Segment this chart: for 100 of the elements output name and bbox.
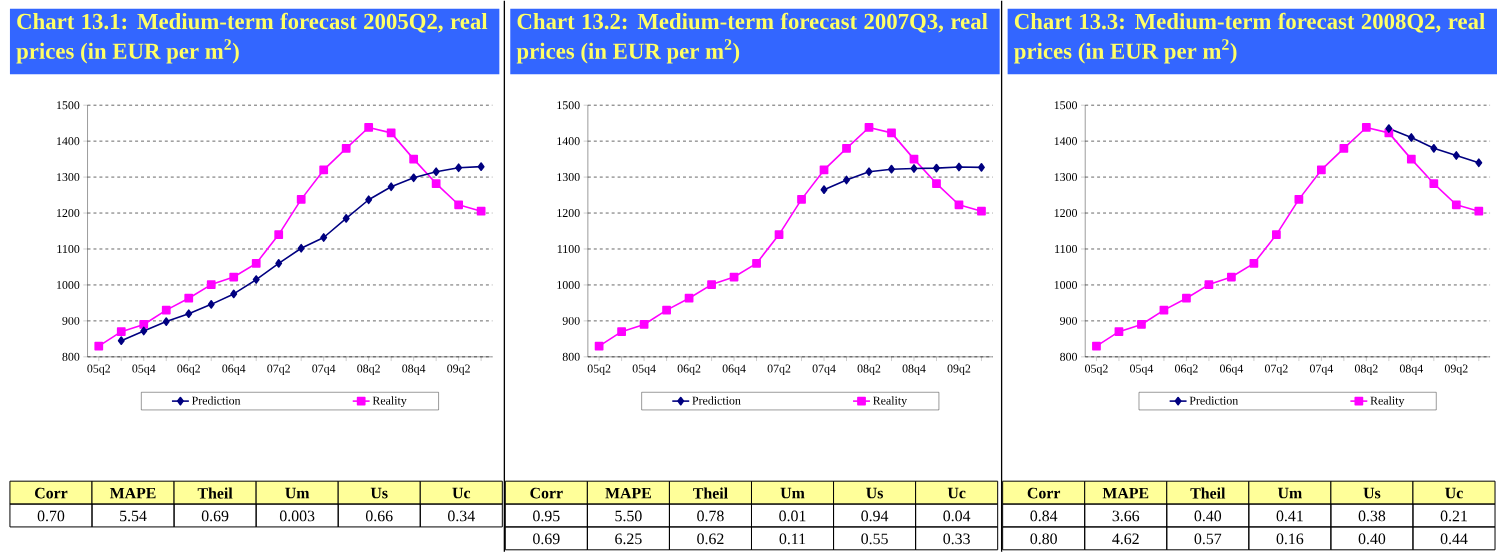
point <box>1407 133 1415 143</box>
legend-label: Prediction <box>692 396 741 405</box>
text: 0.11 <box>779 533 806 545</box>
point <box>185 309 193 319</box>
point <box>639 320 649 330</box>
point <box>910 164 918 174</box>
text: 0.04 <box>943 510 971 522</box>
text: 0.33 <box>943 533 970 545</box>
chart-title: Chart 13.1: Medium-term forecast 2005Q2, real prices (in EUR per m$^{2}$) <box>16 13 488 64</box>
point <box>977 207 986 216</box>
x-tick-label: 07q4 <box>812 364 836 376</box>
point <box>1092 341 1101 351</box>
x-tick-label: 08q2 <box>357 364 380 376</box>
y-tick-label: 1200 <box>1054 209 1078 218</box>
text: 6.25 <box>615 533 642 545</box>
x-tick-label: 06q2 <box>1174 364 1198 376</box>
text: 0.66 <box>365 510 393 522</box>
text: 0.84 <box>1030 510 1058 522</box>
point <box>774 230 784 240</box>
text: 0.94 <box>861 510 889 522</box>
point <box>140 326 148 336</box>
legend-label: Reality <box>1370 396 1405 408</box>
y-tick-label: 1300 <box>557 173 580 182</box>
point <box>843 175 850 185</box>
text: 0.57 <box>1194 533 1222 545</box>
point <box>320 233 328 243</box>
point <box>662 305 671 315</box>
point <box>1114 327 1124 337</box>
point <box>954 200 964 210</box>
chart-title: Chart 13.2: Medium-term forecast 2007Q3, real prices (in EUR per m$^{2}$) <box>516 13 988 64</box>
text: 0.40 <box>1358 533 1386 545</box>
y-tick-label: 1000 <box>1054 281 1078 290</box>
text: MAPE <box>605 488 651 499</box>
text: 0.78 <box>697 510 724 522</box>
point <box>455 163 463 173</box>
point <box>1429 179 1439 189</box>
text: Theil <box>693 487 728 499</box>
point <box>865 167 873 177</box>
y-tick-label: 1200 <box>57 209 80 218</box>
x-tick-label: 06q2 <box>177 364 200 376</box>
point <box>932 163 940 173</box>
y-tick-label: 1100 <box>557 245 580 254</box>
point <box>1451 200 1461 210</box>
point <box>297 244 305 253</box>
text: Theil <box>197 487 233 499</box>
point <box>1452 151 1460 161</box>
point <box>842 144 851 153</box>
text: 5.50 <box>615 510 642 522</box>
y-tick-label: 1000 <box>57 281 80 290</box>
point <box>364 123 374 133</box>
point <box>274 230 284 240</box>
point <box>1204 280 1214 290</box>
point <box>432 167 440 177</box>
y-tick-label: 1500 <box>1054 101 1078 110</box>
y-tick-label: 1000 <box>557 281 580 290</box>
point <box>184 294 194 303</box>
point <box>887 128 896 138</box>
text: 0.69 <box>533 533 560 545</box>
text: Um <box>1277 488 1302 499</box>
point <box>752 259 761 268</box>
y-tick-label: 800 <box>1060 353 1078 362</box>
point <box>252 275 260 285</box>
y-tick-label: 1200 <box>557 209 580 218</box>
x-tick-label: 05q4 <box>632 364 656 376</box>
point <box>1385 124 1393 134</box>
text: Corr <box>35 488 68 499</box>
text: 0.01 <box>779 510 806 522</box>
text: 0.16 <box>1276 533 1304 545</box>
y-tick-label: 1400 <box>57 137 80 146</box>
x-tick-label: 07q2 <box>267 364 290 376</box>
point <box>251 259 261 268</box>
point <box>365 195 373 205</box>
y-tick-label: 1100 <box>1055 245 1078 254</box>
y-tick-label: 1300 <box>1054 173 1078 182</box>
text: 0.69 <box>201 510 229 522</box>
x-tick-label: 05q4 <box>1130 364 1154 376</box>
point <box>1361 123 1371 133</box>
x-tick-label: 06q4 <box>222 364 246 376</box>
x-tick-label: 07q4 <box>1309 364 1334 376</box>
point <box>1249 259 1259 268</box>
point <box>820 185 828 195</box>
point <box>1272 230 1281 240</box>
y-tick-label: 800 <box>562 353 580 362</box>
text: MAPE <box>109 488 156 499</box>
text: 0.34 <box>448 510 475 522</box>
y-tick-label: 1400 <box>557 137 580 146</box>
text: Corr <box>530 488 563 499</box>
point <box>386 128 396 138</box>
text: 0.003 <box>279 510 315 522</box>
text: 0.62 <box>697 533 724 545</box>
x-tick-label: 09q2 <box>447 364 470 376</box>
point <box>275 259 283 268</box>
point <box>117 336 125 346</box>
point <box>162 317 170 327</box>
text: 0.70 <box>37 510 65 522</box>
legend-label: Prediction <box>1189 396 1239 405</box>
point <box>230 289 238 299</box>
point <box>342 214 350 224</box>
legend-label: Reality <box>372 396 407 408</box>
point <box>387 182 395 192</box>
